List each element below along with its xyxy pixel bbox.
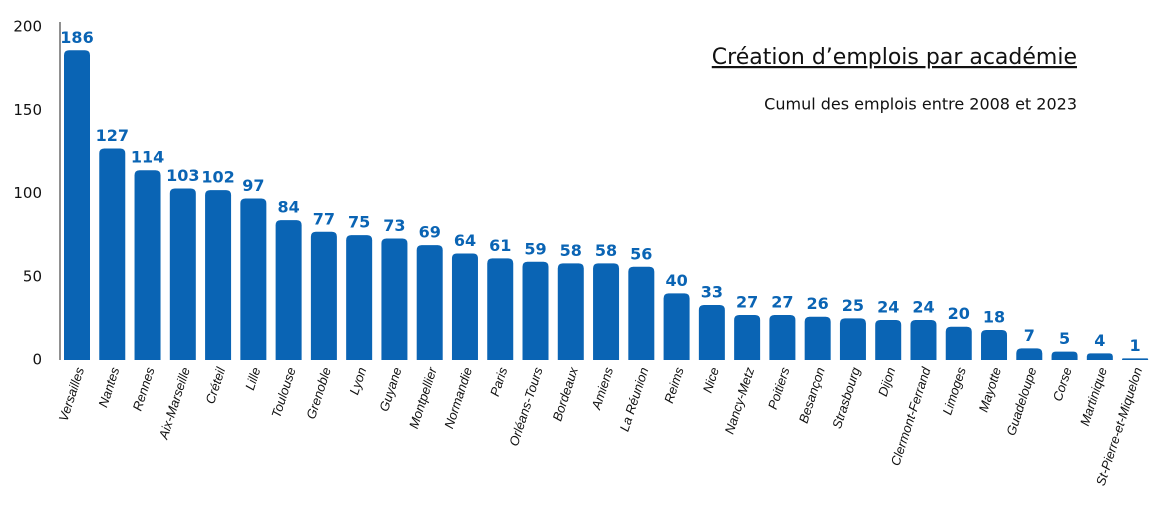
value-label: 27 [736,293,758,312]
value-label: 26 [807,294,829,313]
bar [522,261,549,360]
bar [663,293,690,360]
x-tick-label: Nantes [95,365,122,409]
bar [381,238,408,360]
x-tick-label: Versailles [56,365,88,423]
bar [240,198,267,360]
bar [839,318,866,360]
x-tick-label: Paris [487,365,511,398]
value-label: 33 [701,283,723,302]
bar [804,316,831,360]
x-tick-label: Limoges [939,365,969,417]
bar [134,170,161,360]
x-tick-label: Corse [1050,365,1075,403]
value-label: 102 [201,168,234,187]
bar [416,245,443,360]
x-tick-label: Guadeloupe [1003,365,1039,437]
value-label: 127 [96,126,129,145]
x-tick-label: Nice [700,365,722,394]
bar [64,50,90,361]
bar [628,266,655,360]
x-tick-label: Martinique [1077,365,1110,427]
value-label: 75 [348,213,370,232]
value-label: 58 [595,241,617,260]
x-tick-label: Aix-Marseille [155,365,193,441]
bar [593,263,620,360]
bar [1051,351,1078,360]
bar [451,253,478,360]
y-tick-label: 150 [13,101,42,119]
x-tick-label: Dijon [875,365,898,398]
bar [945,326,972,360]
bar [557,263,584,360]
value-label: 97 [242,176,264,195]
value-label: 58 [560,241,582,260]
value-label: 24 [912,298,934,317]
value-label: 73 [383,216,405,235]
bar [1086,353,1113,360]
chart-subtitle: Cumul des emplois entre 2008 et 2023 [764,95,1077,114]
bar [698,305,725,360]
x-tick-label: Guyane [376,365,404,413]
value-label: 114 [131,148,164,167]
x-tick-label: Rennes [130,365,158,413]
value-label: 84 [277,198,299,217]
value-label: 27 [771,293,793,312]
value-label: 24 [877,298,899,317]
value-label: 59 [524,239,546,258]
value-label: 64 [454,231,476,250]
bar [981,330,1008,360]
y-tick-label: 0 [32,351,42,369]
x-tick-label: La Réunion [617,365,652,433]
value-label: 7 [1024,326,1035,345]
bar [1122,358,1149,360]
x-tick-label: Bordeaux [549,365,581,423]
x-tick-label: Strasbourg [829,365,863,431]
x-tick-label: Orléans-Tours [506,365,546,448]
bar [346,235,373,360]
bar [1016,348,1043,360]
bar [769,315,796,360]
y-tick-label: 50 [23,267,42,285]
value-label: 18 [983,308,1005,327]
bar [205,190,232,360]
x-tick-label: Nancy-Metz [722,365,758,436]
value-label: 61 [489,236,511,255]
y-tick-label: 200 [13,18,42,36]
value-label: 56 [630,244,652,263]
x-tick-label: Mayotte [976,365,1005,414]
y-tick-label: 100 [13,184,42,202]
value-label: 103 [166,166,199,185]
value-label: 4 [1094,331,1105,350]
x-tick-label: Grenoble [303,365,334,421]
chart-title: Création d’emplois par académie [712,45,1077,70]
x-tick-label: Poitiers [765,365,793,411]
value-label: 5 [1059,329,1070,348]
value-label: 40 [665,271,687,290]
bar [734,315,761,360]
bar [310,231,337,360]
bar [275,220,302,360]
value-label: 69 [419,223,441,242]
x-tick-label: Lille [242,365,263,392]
bar [99,148,126,360]
x-tick-label: Lyon [346,365,369,396]
x-tick-label: Créteil [202,364,228,405]
value-label: 186 [60,28,93,47]
bar [875,320,902,360]
x-tick-label: Toulouse [268,365,298,419]
bar [487,258,514,360]
value-label: 25 [842,296,864,315]
value-label: 1 [1130,336,1141,355]
x-tick-label: Besançon [796,365,828,425]
x-tick-label: Amiens [588,365,616,412]
x-tick-label: Normandie [441,365,475,430]
value-label: 20 [948,304,970,323]
x-tick-label: Reims [661,365,687,405]
bar [910,320,937,360]
value-label: 77 [313,209,335,228]
x-tick-label: Montpellier [406,365,440,431]
bar [169,188,196,360]
